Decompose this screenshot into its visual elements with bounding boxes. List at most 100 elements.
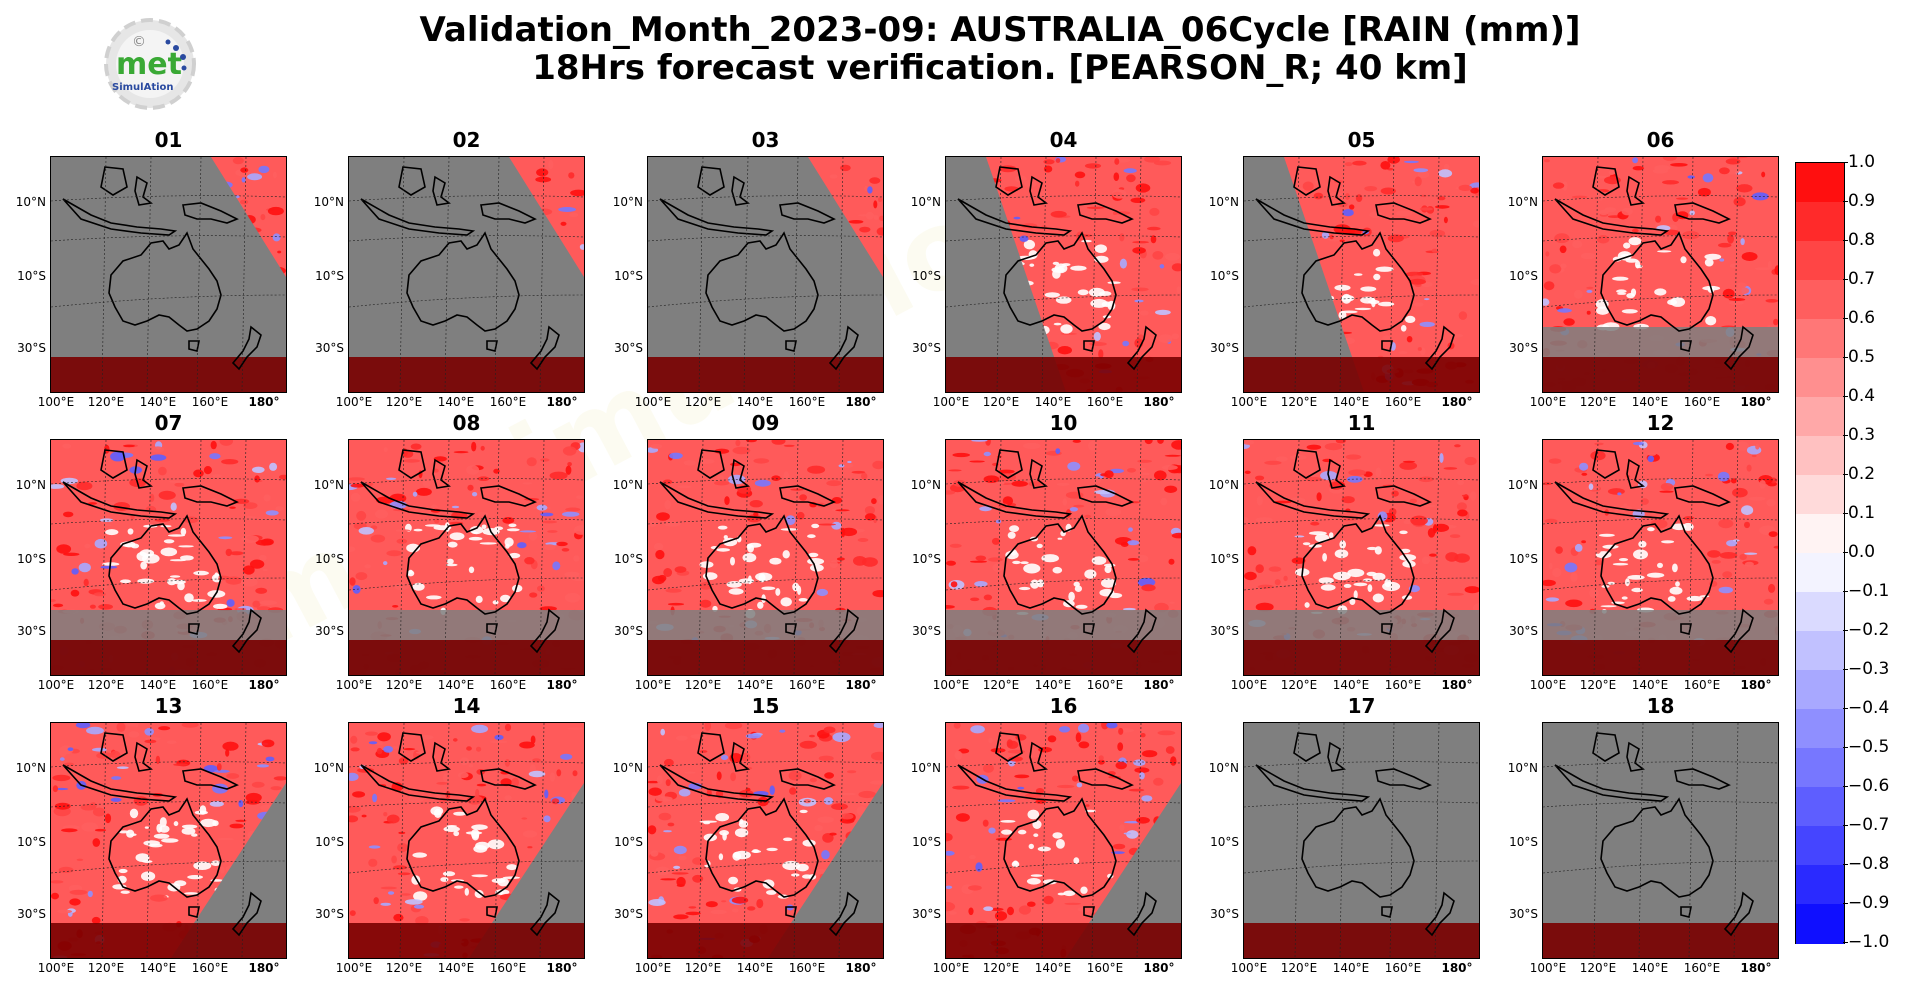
map-panel: 03 10°N 10°S 30°S 100°E 120°E 140°E 160°E 180°: [597, 128, 897, 428]
map-panel: 16 10°N 10°S 30°S 100°E 120°E 140°E 160°E 180°: [895, 694, 1195, 994]
colorbar-tick-label: 0.1: [1842, 503, 1876, 523]
colorbar-tick-label: 1.0: [1842, 152, 1876, 172]
lon-tick-label: 140°E: [1034, 395, 1072, 409]
colorbar-tick-label: 0.4: [1842, 386, 1876, 406]
colorbar-tick-label: −0.3: [1842, 659, 1890, 679]
lon-tick-label: 160°E: [788, 678, 826, 692]
lat-tick-label: 30°S: [1509, 907, 1538, 921]
panel-title: 02: [452, 128, 481, 152]
colorbar-segment: [1796, 319, 1844, 359]
panel-title: 11: [1347, 411, 1376, 435]
colorbar-tick-label: 0.5: [1842, 347, 1876, 367]
lon-tick-label: 160°E: [788, 395, 826, 409]
map-panel: 01 10°N 10°S 30°S 100°E 120°E 140°E 160°E 180°: [0, 128, 300, 428]
lon-tick-label: 140°E: [1631, 395, 1669, 409]
lat-tick-label: 10°N: [1507, 478, 1538, 492]
lon-tick-label: 140°E: [1332, 961, 1370, 975]
colorbar-tick-label: −0.1: [1842, 581, 1890, 601]
lat-tick-label: 10°S: [1509, 552, 1538, 566]
lon-tick-label: 120°E: [684, 678, 722, 692]
lat-tick-label: 30°S: [315, 907, 344, 921]
map-panel: 17 10°N 10°S 30°S 100°E 120°E 140°E 160°E 180°: [1193, 694, 1493, 994]
colorbar-segment: [1796, 787, 1844, 827]
colorbar-tick-label: 0.9: [1842, 191, 1876, 211]
lon-tick-label: 140°E: [736, 678, 774, 692]
lon-tick-label: 100°E: [335, 678, 373, 692]
lat-tick-label: 10°S: [315, 835, 344, 849]
lon-tick-label: 180°: [1441, 678, 1473, 692]
lon-tick-label: 120°E: [87, 678, 125, 692]
lon-tick-label: 100°E: [634, 678, 672, 692]
lat-tick-label: 10°N: [15, 478, 46, 492]
correlation-map: [1243, 439, 1480, 676]
colorbar-segment: [1796, 592, 1844, 632]
panel-title: 05: [1347, 128, 1376, 152]
lat-tick-label: 30°S: [912, 624, 941, 638]
map-panel: 09 10°N 10°S 30°S 100°E 120°E 140°E 160°E 180°: [597, 411, 897, 711]
lon-tick-label: 120°E: [684, 395, 722, 409]
lon-tick-label: 140°E: [1332, 395, 1370, 409]
lon-tick-label: 160°E: [489, 395, 527, 409]
colorbar-tick-label: 0.6: [1842, 308, 1876, 328]
colorbar-tick-label: −1.0: [1842, 932, 1890, 952]
lon-tick-label: 140°E: [1034, 678, 1072, 692]
correlation-map: [1243, 722, 1480, 959]
lon-tick-label: 100°E: [335, 961, 373, 975]
lat-tick-label: 10°N: [1208, 761, 1239, 775]
correlation-map: [50, 439, 287, 676]
colorbar-segment: [1796, 826, 1844, 866]
lon-tick-label: 140°E: [139, 678, 177, 692]
colorbar-segment: [1796, 358, 1844, 398]
lat-tick-label: 30°S: [315, 341, 344, 355]
panel-title: 04: [1049, 128, 1078, 152]
panel-title: 10: [1049, 411, 1078, 435]
lat-tick-label: 10°N: [1507, 761, 1538, 775]
lon-tick-label: 140°E: [139, 961, 177, 975]
map-panel: 13 10°N 10°S 30°S 100°E 120°E 140°E 160°E 180°: [0, 694, 300, 994]
colorbar-segment: [1796, 436, 1844, 476]
correlation-map: [50, 722, 287, 959]
lat-tick-label: 10°S: [315, 269, 344, 283]
correlation-map: [1542, 439, 1779, 676]
panel-title: 13: [154, 694, 183, 718]
panel-title: 12: [1646, 411, 1675, 435]
lat-tick-label: 30°S: [1509, 624, 1538, 638]
lat-tick-label: 10°S: [614, 269, 643, 283]
lat-tick-label: 10°N: [910, 761, 941, 775]
lon-tick-label: 100°E: [37, 395, 75, 409]
colorbar-segment: [1796, 748, 1844, 788]
lon-tick-label: 100°E: [1529, 678, 1567, 692]
lon-tick-label: 160°E: [1086, 961, 1124, 975]
lon-tick-label: 180°: [1740, 961, 1772, 975]
page-title: Validation_Month_2023-09: AUSTRALIA_06Cy…: [419, 10, 1581, 50]
panel-title: 03: [751, 128, 780, 152]
lon-tick-label: 120°E: [87, 395, 125, 409]
lon-tick-label: 140°E: [437, 961, 475, 975]
lat-tick-label: 10°S: [1210, 552, 1239, 566]
lat-tick-label: 10°N: [15, 195, 46, 209]
correlation-map: [647, 156, 884, 393]
correlation-map: [348, 156, 585, 393]
colorbar-segment: [1796, 397, 1844, 437]
lat-tick-label: 10°N: [1208, 478, 1239, 492]
lat-tick-label: 10°S: [1509, 269, 1538, 283]
map-panel: 14 10°N 10°S 30°S 100°E 120°E 140°E 160°E 180°: [298, 694, 598, 994]
colorbar-segment: [1796, 514, 1844, 554]
correlation-map: [348, 439, 585, 676]
lat-tick-label: 30°S: [1509, 341, 1538, 355]
lon-tick-label: 120°E: [684, 961, 722, 975]
lon-tick-label: 180°: [845, 961, 877, 975]
lon-tick-label: 180°: [1143, 678, 1175, 692]
panel-title: 06: [1646, 128, 1675, 152]
colorbar-tick-label: −0.7: [1842, 815, 1890, 835]
lon-tick-label: 160°E: [1683, 395, 1721, 409]
lon-tick-label: 120°E: [1579, 678, 1617, 692]
map-panel: 15 10°N 10°S 30°S 100°E 120°E 140°E 160°E 180°: [597, 694, 897, 994]
lat-tick-label: 10°S: [17, 269, 46, 283]
lat-tick-label: 30°S: [614, 907, 643, 921]
lat-tick-label: 30°S: [17, 624, 46, 638]
panel-title: 01: [154, 128, 183, 152]
correlation-map: [945, 156, 1182, 393]
lon-tick-label: 100°E: [1230, 961, 1268, 975]
lon-tick-label: 120°E: [385, 961, 423, 975]
